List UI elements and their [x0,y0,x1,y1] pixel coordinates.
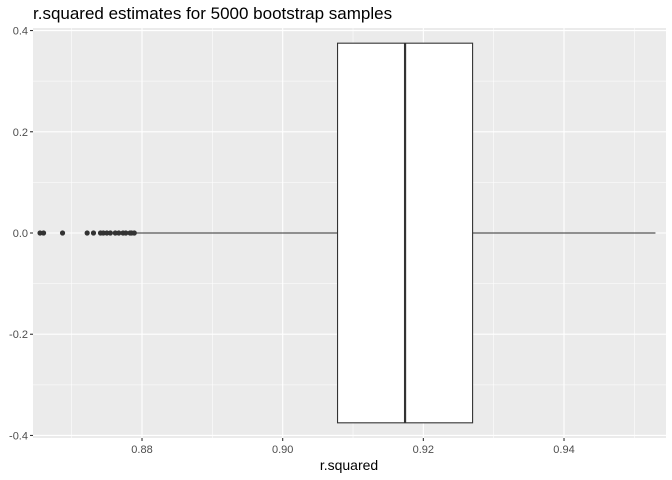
x-tick-label: 0.88 [131,444,152,456]
outlier-point [116,230,122,236]
outlier-point [123,230,129,236]
y-tick-label: 0.2 [13,127,28,139]
x-tick-label: 0.94 [553,444,574,456]
outlier-point [59,230,66,236]
x-axis-title: r.squared [320,457,378,473]
box [336,42,474,424]
outlier-points [37,230,137,236]
y-tick-label: -0.4 [9,430,28,442]
outlier-point [40,230,47,236]
outlier-point [107,230,113,236]
outlier-point [131,230,137,236]
chart-title: r.squared estimates for 5000 bootstrap s… [33,4,393,23]
y-tick-label: 0.4 [13,26,28,38]
y-tick-label: 0.0 [13,228,28,240]
y-tick-label: -0.2 [9,329,28,341]
outlier-point [84,230,90,236]
x-tick-label: 0.90 [272,444,293,456]
y-axis: 0.4 0.2 0.0 -0.2 -0.4 [9,26,33,442]
x-axis: 0.88 0.90 0.92 0.94 [131,438,575,456]
outlier-point [90,230,97,236]
x-tick-label: 0.92 [413,444,434,456]
